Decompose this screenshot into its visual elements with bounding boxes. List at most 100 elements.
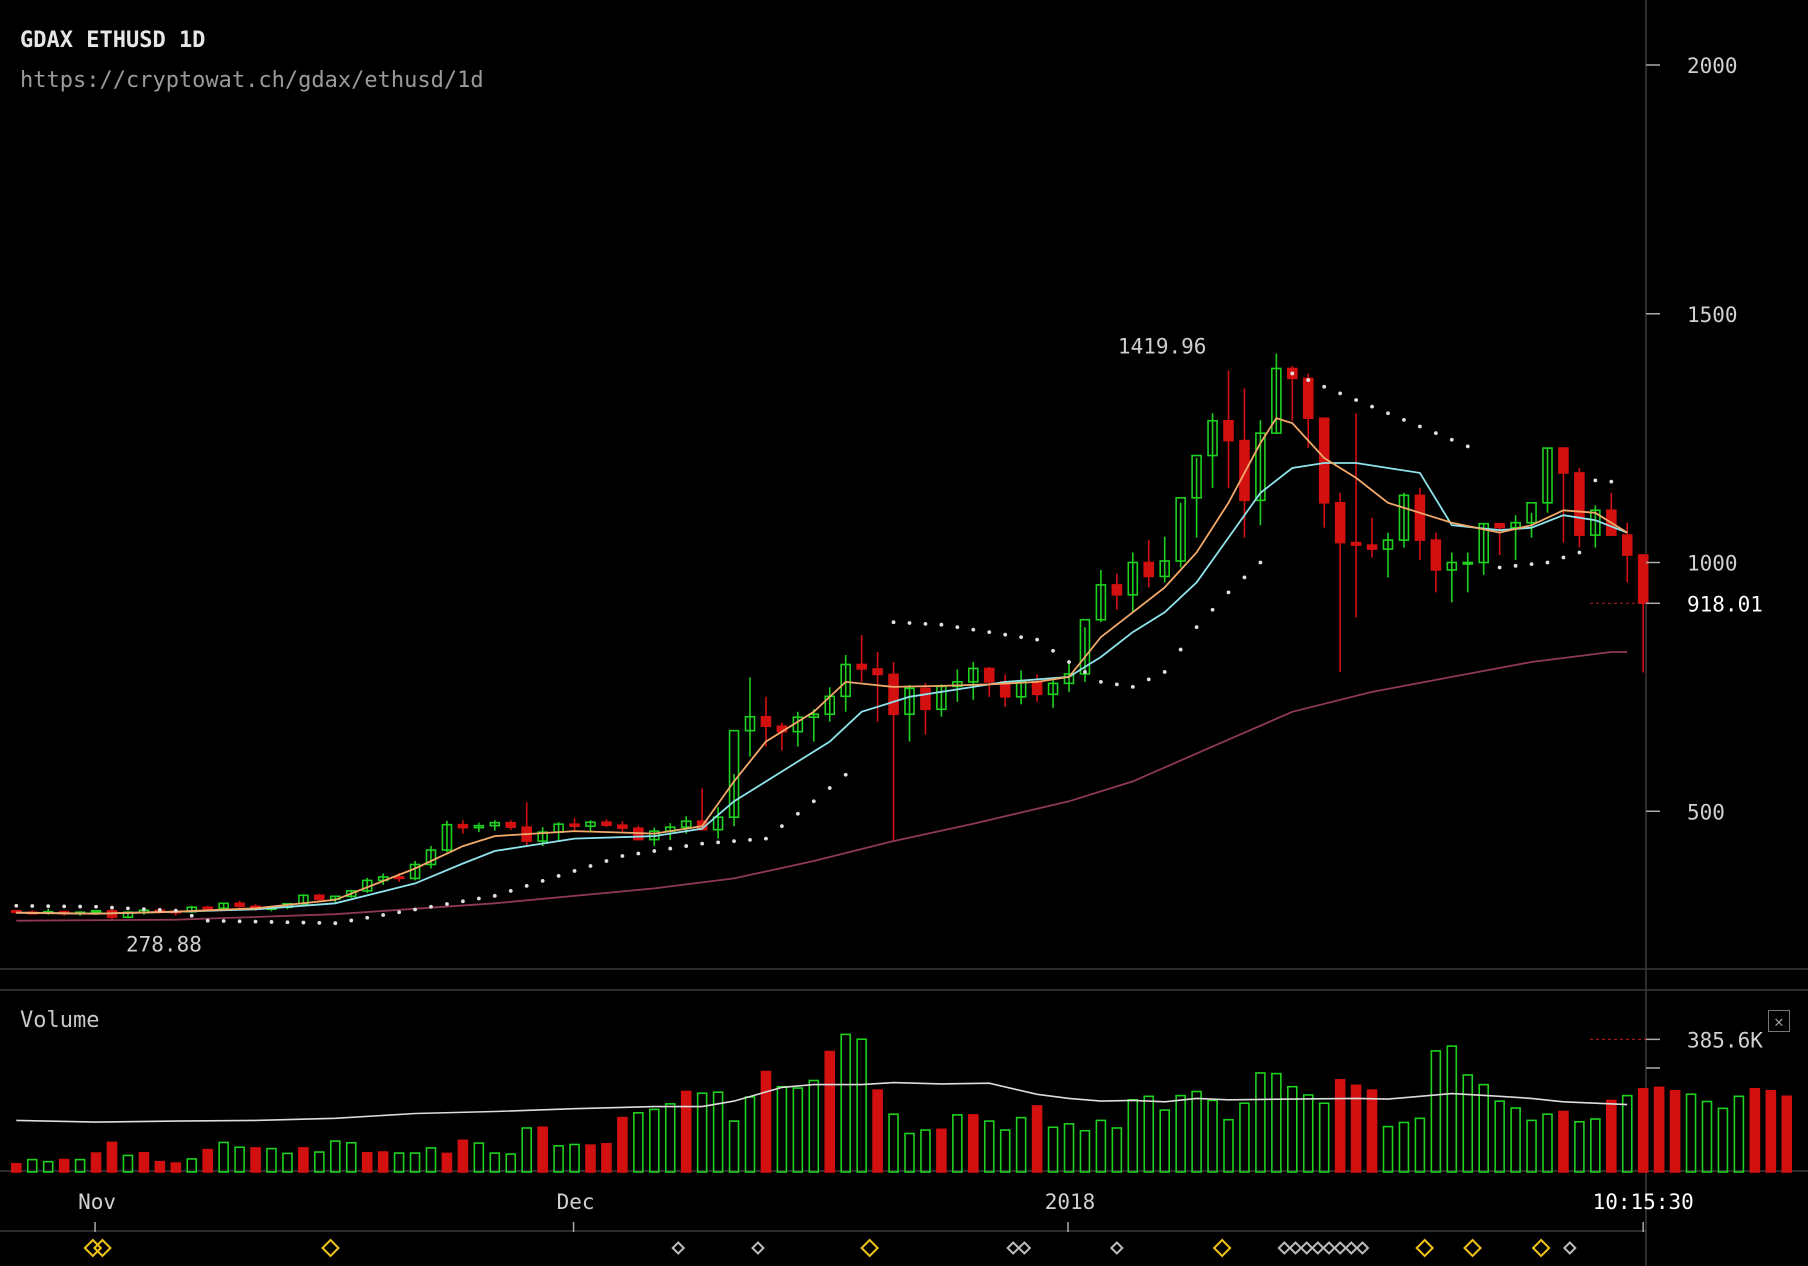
sar-dot bbox=[126, 906, 130, 911]
sar-dot bbox=[620, 854, 625, 858]
sar-dot bbox=[173, 908, 178, 913]
candle-body bbox=[904, 687, 915, 716]
sar-dot bbox=[636, 851, 641, 856]
sar-dot bbox=[891, 620, 896, 625]
sar-dot bbox=[668, 846, 673, 851]
volume-bar bbox=[521, 1127, 533, 1173]
sar-dot bbox=[508, 888, 513, 893]
close-volume-panel-button[interactable]: ✕ bbox=[1768, 1010, 1790, 1032]
y-tick-label: 2000 bbox=[1687, 54, 1738, 78]
candle-body bbox=[1079, 618, 1091, 675]
sar-dot bbox=[285, 920, 290, 925]
candle-body bbox=[1366, 544, 1378, 550]
volume-last-label: 385.6K bbox=[1687, 1028, 1763, 1052]
volume-bar bbox=[409, 1152, 421, 1173]
high-price-label: 1419.96 bbox=[1118, 335, 1207, 359]
sar-dot bbox=[1354, 398, 1358, 402]
chart-url[interactable]: https://cryptowat.ch/gdax/ethusd/1d bbox=[20, 68, 484, 93]
volume-panel-label: Volume bbox=[20, 1008, 100, 1033]
sar-dot bbox=[939, 622, 944, 627]
candle-body bbox=[744, 715, 756, 732]
volume-bar bbox=[1382, 1125, 1394, 1173]
sar-dot bbox=[700, 841, 705, 846]
candle-body bbox=[920, 687, 931, 711]
sar-dot bbox=[413, 907, 417, 912]
volume-bar bbox=[553, 1145, 564, 1173]
volume-bar bbox=[1701, 1100, 1713, 1173]
candle-body bbox=[617, 824, 628, 829]
y-tick-label: 1500 bbox=[1687, 303, 1738, 327]
sar-dot bbox=[684, 844, 689, 848]
volume-bar bbox=[441, 1152, 453, 1173]
sar-dot bbox=[1386, 411, 1390, 416]
sar-dot bbox=[46, 904, 51, 909]
sar-dot bbox=[1114, 682, 1119, 687]
volume-bar bbox=[936, 1128, 947, 1173]
sar-dot bbox=[1449, 437, 1454, 442]
candle-body bbox=[1382, 539, 1394, 550]
candle-body bbox=[1207, 419, 1218, 457]
candle-body bbox=[967, 667, 979, 683]
volume-bar bbox=[90, 1152, 102, 1173]
sar-dot bbox=[604, 859, 609, 863]
close-icon: ✕ bbox=[1774, 1012, 1784, 1031]
sar-dot bbox=[955, 625, 960, 630]
sar-dot bbox=[987, 630, 992, 635]
volume-bar bbox=[1669, 1090, 1681, 1173]
sar-dot bbox=[1035, 637, 1039, 642]
volume-bar bbox=[1031, 1105, 1043, 1173]
volume-bar bbox=[1717, 1107, 1729, 1173]
sar-dot bbox=[349, 918, 354, 923]
sar-dot bbox=[1529, 562, 1534, 567]
volume-bar bbox=[1526, 1119, 1537, 1173]
candle-body bbox=[952, 681, 963, 688]
candle-body bbox=[218, 902, 229, 910]
candle-body bbox=[234, 902, 245, 908]
volume-bar bbox=[1590, 1118, 1601, 1173]
candle-body bbox=[1350, 541, 1362, 546]
volume-bar bbox=[122, 1154, 134, 1173]
candle-body bbox=[314, 894, 325, 901]
volume-bar bbox=[138, 1151, 150, 1173]
volume-bar bbox=[1478, 1083, 1489, 1173]
current-time-label: 10:15:30 bbox=[1593, 1190, 1694, 1214]
sar-dot bbox=[30, 904, 35, 908]
sar-dot bbox=[811, 799, 816, 804]
sar-dot bbox=[1418, 424, 1422, 429]
volume-ma-line bbox=[16, 1081, 1628, 1123]
candle-body bbox=[1239, 439, 1250, 502]
sar-dot bbox=[1402, 417, 1406, 422]
sar-dot bbox=[1083, 670, 1087, 674]
candle-body bbox=[1446, 561, 1458, 571]
volume-bar bbox=[1079, 1129, 1091, 1173]
volume-bar bbox=[1255, 1072, 1266, 1173]
volume-bar bbox=[952, 1114, 963, 1173]
sar-dot bbox=[1322, 384, 1327, 389]
volume-bar bbox=[154, 1160, 166, 1173]
sar-dot bbox=[780, 824, 784, 829]
sar-dot bbox=[1561, 555, 1566, 560]
volume-bar bbox=[792, 1087, 804, 1173]
volume-bar bbox=[1239, 1102, 1250, 1173]
volume-bar bbox=[664, 1103, 676, 1173]
candle-body bbox=[983, 667, 995, 683]
volume-bar bbox=[42, 1160, 54, 1173]
volume-bar bbox=[1287, 1085, 1298, 1173]
volume-bar bbox=[314, 1151, 325, 1173]
sar-dot bbox=[843, 772, 848, 777]
volume-bar bbox=[1302, 1094, 1314, 1173]
x-tick-label: Nov bbox=[78, 1190, 116, 1214]
volume-bar bbox=[473, 1142, 485, 1173]
candle-body bbox=[1271, 367, 1282, 434]
candle-body bbox=[473, 824, 485, 829]
candle-body bbox=[1143, 561, 1155, 578]
volume-bar bbox=[744, 1096, 756, 1173]
last-price-label: 918.01 bbox=[1687, 592, 1763, 616]
event-marker-major bbox=[860, 1238, 880, 1258]
sar-dot bbox=[1497, 565, 1502, 570]
ema-slow-line bbox=[16, 462, 1628, 915]
candle-body bbox=[1526, 501, 1537, 524]
volume-bar bbox=[1637, 1087, 1649, 1173]
